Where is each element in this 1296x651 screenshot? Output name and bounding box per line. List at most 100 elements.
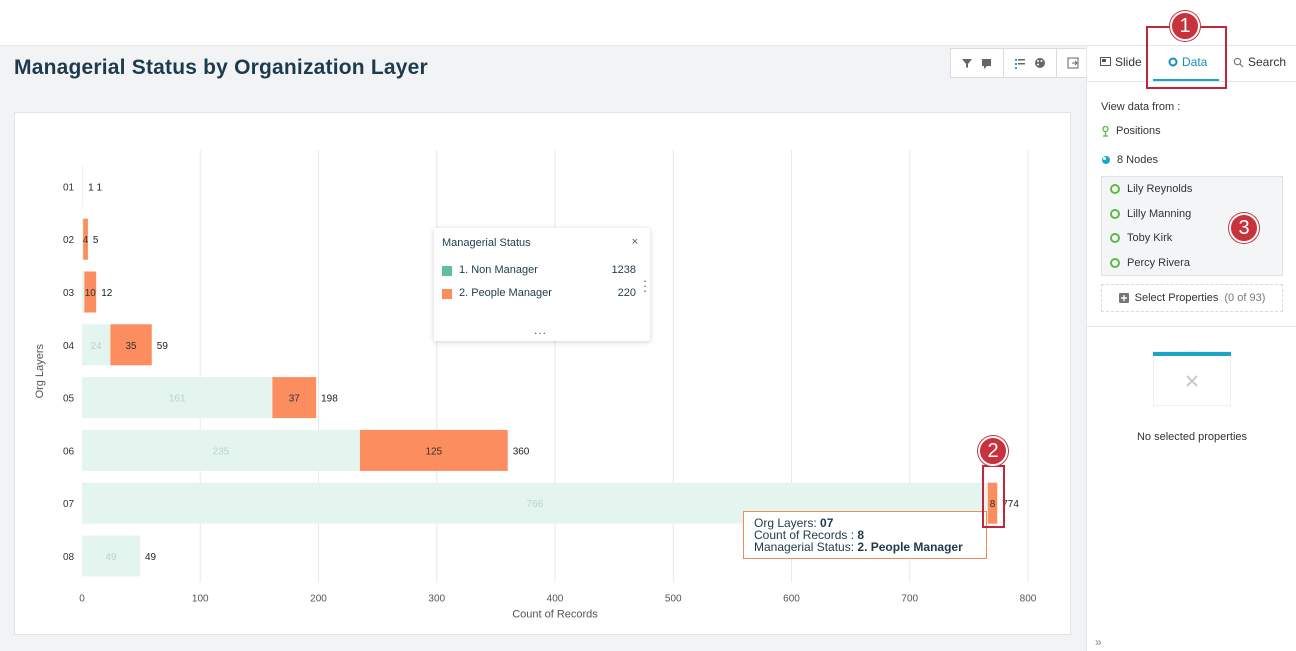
x-tick-label: 200 (310, 593, 327, 604)
toolbar-group-export (1057, 49, 1089, 77)
legend-swatch (442, 266, 452, 276)
node-item[interactable]: Percy Rivera (1110, 257, 1190, 269)
bar-value-label: 125 (425, 446, 442, 457)
bar-value-label: 37 (289, 394, 301, 405)
legend-item-people-manager[interactable]: 2. People Manager 220 (442, 287, 636, 301)
x-tick-label: 800 (1020, 593, 1037, 604)
panel-tabs: Slide Data Search (1087, 46, 1296, 82)
bar-value-label: 35 (126, 341, 138, 352)
bar-total-label: 12 (101, 288, 113, 299)
collapse-panel-icon[interactable]: » (1095, 635, 1102, 649)
list-icon[interactable] (1014, 57, 1026, 69)
top-bar (0, 0, 1296, 46)
toolbar-group-filter (951, 49, 1004, 77)
bar-non-manager (82, 324, 111, 366)
legend-value: 1238 (611, 264, 636, 276)
bar-value-label: 235 (213, 446, 230, 457)
node-item[interactable]: Lily Reynolds (1110, 183, 1192, 195)
y-tick-label: 08 (63, 552, 75, 563)
bar-total-label: 49 (145, 552, 157, 563)
x-tick-label: 500 (665, 593, 682, 604)
bar-total-label: 1 1 (88, 182, 102, 193)
x-tick-label: 400 (547, 593, 564, 604)
legend-title: Managerial Status (442, 237, 531, 249)
select-properties-label: Select Properties (1134, 292, 1219, 304)
bar-value-label: 49 (105, 552, 117, 563)
bar-value-label: 10 (85, 288, 97, 299)
toolbar-group-format (1004, 49, 1057, 77)
bar-total-label: 774 (1002, 499, 1019, 510)
bar-total-label: 5 (93, 235, 99, 246)
bar-non-manager (82, 377, 273, 419)
legend-item-non-manager[interactable]: 1. Non Manager 1238 (442, 264, 636, 278)
bar-total-label: 198 (321, 394, 338, 405)
export-icon[interactable] (1067, 57, 1079, 69)
page-title: Managerial Status by Organization Layer (14, 56, 428, 79)
bar-non-manager (82, 165, 84, 207)
position-icon (1102, 125, 1109, 137)
tab-label: Search (1248, 55, 1287, 69)
y-tick-label: 04 (63, 341, 75, 352)
y-tick-label: 02 (63, 235, 75, 246)
bar-value-label: 161 (169, 394, 186, 405)
y-tick-label: 06 (63, 446, 75, 457)
bar-value-label: 8 (990, 499, 996, 510)
filter-icon[interactable] (961, 57, 973, 69)
bar-people-manager (110, 324, 152, 366)
annotation-marker-1: 1 (1170, 11, 1200, 41)
plus-icon (1118, 293, 1129, 303)
bar-non-manager (82, 218, 84, 260)
active-tab-indicator (1153, 79, 1219, 81)
bar-value-label: 24 (91, 341, 103, 352)
slide-icon (1100, 57, 1111, 66)
data-icon (1168, 57, 1178, 67)
node-status-icon (1110, 233, 1120, 243)
palette-icon[interactable] (1034, 57, 1046, 69)
node-status-icon (1110, 209, 1120, 219)
x-tick-label: 100 (192, 593, 209, 604)
nodes-icon (1102, 156, 1110, 164)
bar-people-manager (84, 271, 97, 313)
main-area: Managerial Status by Organization Layer … (0, 46, 1090, 651)
y-tick-label: 05 (63, 394, 75, 405)
kebab-menu-icon[interactable]: · · · (642, 273, 648, 298)
x-tick-label: 0 (79, 593, 85, 604)
tab-data[interactable]: Data (1168, 55, 1207, 69)
bar-people-manager (359, 429, 508, 471)
bar-non-manager (82, 429, 360, 471)
view-data-label: View data from : (1101, 101, 1181, 113)
legend-label: 2. People Manager (459, 287, 552, 299)
empty-state-text: No selected properties (1136, 431, 1248, 443)
tab-label: Data (1182, 55, 1208, 69)
node-item[interactable]: Toby Kirk (1110, 232, 1172, 244)
y-axis-label: Org Layers (34, 344, 46, 399)
nodes-source[interactable]: 8 Nodes (1101, 154, 1158, 166)
node-status-icon (1110, 258, 1120, 268)
y-tick-label: 01 (63, 182, 75, 193)
panel-divider (1087, 326, 1296, 327)
bar-value-label: 4 (83, 235, 89, 246)
node-item[interactable]: Lilly Manning (1110, 208, 1191, 220)
positions-source[interactable]: Positions (1101, 125, 1161, 137)
annotation-marker-2: 2 (978, 436, 1008, 466)
node-status-icon (1110, 184, 1120, 194)
x-tick-label: 700 (901, 593, 918, 604)
tab-search[interactable]: Search (1233, 55, 1286, 69)
bar-value-label: 766 (527, 499, 544, 510)
bar-tooltip: Org Layers: 07 Count of Records : 8 Mana… (743, 511, 987, 559)
annotation-marker-3: 3 (1229, 213, 1259, 243)
right-panel: Slide Data Search View data from : Posit… (1086, 46, 1296, 651)
tooltip-line: Org Layers: 07 (754, 516, 834, 530)
legend-popup: Managerial Status × 1. Non Manager 1238 … (434, 228, 650, 341)
select-properties-button[interactable]: Select Properties (0 of 93) (1101, 284, 1283, 312)
y-tick-label: 07 (63, 499, 75, 510)
close-icon[interactable]: × (631, 236, 638, 248)
comment-icon[interactable] (981, 57, 993, 69)
bar-people-manager (272, 377, 317, 419)
bar-people-manager (83, 218, 88, 260)
bar-total-label: 360 (513, 446, 530, 457)
bar-people-manager (987, 482, 998, 524)
legend-more-button[interactable]: ... (534, 323, 548, 337)
tab-slide[interactable]: Slide (1100, 55, 1142, 69)
x-axis-label: Count of Records (512, 608, 598, 620)
